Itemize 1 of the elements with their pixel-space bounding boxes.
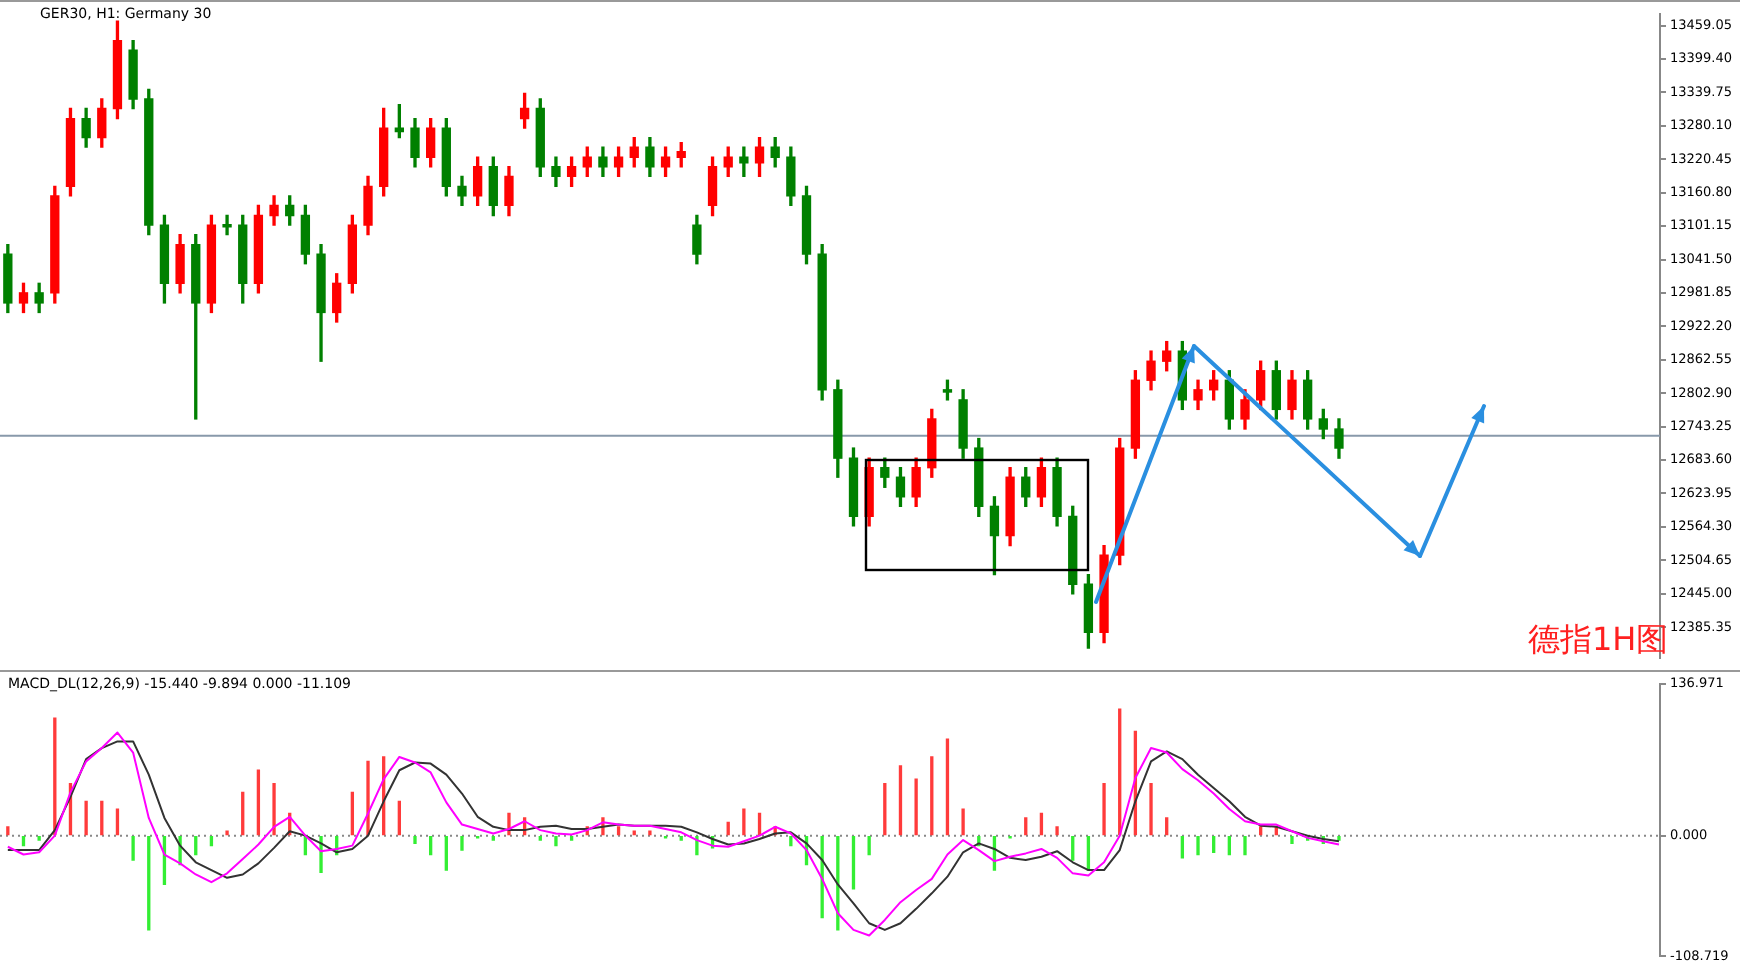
annotation: 德指1H图 [1528, 620, 1669, 662]
